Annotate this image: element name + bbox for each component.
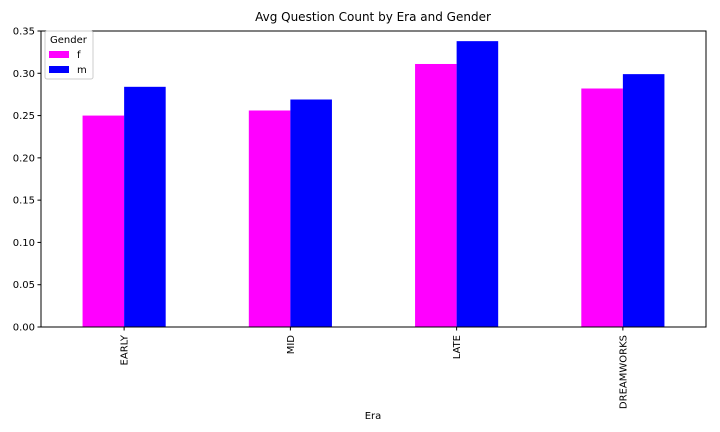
legend-title: Gender (50, 35, 88, 46)
x-tick-label-early: EARLY (120, 334, 131, 365)
x-tick-label-late: LATE (452, 335, 463, 359)
bar-m-late (456, 41, 499, 328)
y-tick-label: 0.10 (13, 238, 35, 249)
y-tick-label: 0.05 (13, 280, 35, 291)
bar-f-mid (248, 110, 291, 327)
legend-swatch-f (49, 51, 69, 58)
bar-f-early (82, 115, 125, 327)
x-tick-label-mid: MID (286, 335, 297, 355)
x-axis-label: Era (365, 411, 382, 422)
legend-label-f: f (77, 50, 81, 61)
y-tick-label: 0.00 (13, 323, 35, 334)
bar-m-early (124, 86, 166, 328)
bar-f-late (415, 63, 457, 328)
x-tick-label-dreamworks: DREAMWORKS (618, 335, 629, 409)
bar-f-dreamworks (581, 88, 623, 327)
legend-label-m: m (77, 65, 87, 76)
plot-frame (40, 30, 707, 328)
legend: Gender fm (44, 30, 94, 80)
plot-area (82, 41, 665, 328)
y-tick-label: 0.25 (13, 111, 35, 122)
bar-m-dreamworks (622, 74, 665, 327)
y-tick-label: 0.30 (13, 69, 35, 80)
legend-swatch-m (49, 66, 69, 73)
y-tick-label: 0.15 (13, 196, 35, 207)
bar-m-mid (290, 99, 332, 327)
y-tick-label: 0.20 (13, 153, 35, 164)
y-tick-label: 0.35 (13, 27, 35, 38)
chart-title: Avg Question Count by Era and Gender (255, 10, 491, 24)
